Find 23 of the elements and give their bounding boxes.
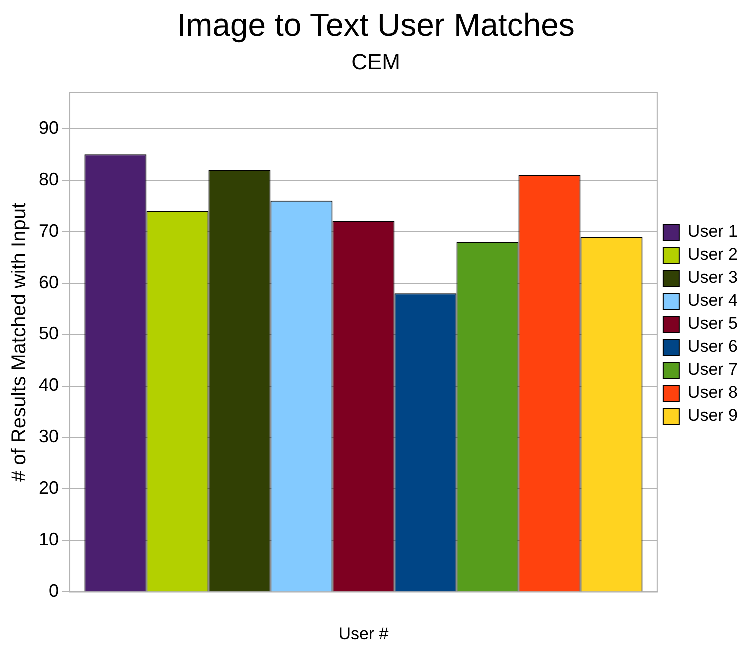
x-axis-title: User # (338, 624, 390, 644)
y-tick-label: 90 (38, 118, 60, 138)
legend-label: User 5 (688, 314, 738, 334)
chart-subtitle: CEM (352, 50, 400, 75)
y-tick-label: 30 (38, 426, 60, 447)
legend-label: User 2 (688, 245, 738, 264)
chart-title: Image to Text User Matches (177, 7, 575, 44)
y-tick-label: 70 (38, 220, 60, 241)
legend-label: User 3 (688, 268, 738, 288)
y-tick-label: 80 (38, 169, 60, 190)
legend-label: User 9 (688, 406, 738, 426)
y-axis-title: # of Results Matched with Input (8, 202, 31, 482)
legend-label: User 8 (688, 383, 738, 402)
legend-label: User 6 (688, 337, 738, 356)
y-tick-label: 20 (38, 478, 60, 498)
y-tick-label: 0 (49, 581, 60, 602)
y-tick-label: 40 (38, 375, 60, 396)
y-tick-label: 10 (38, 530, 60, 550)
legend-label: User 4 (688, 291, 738, 310)
legend-label: User 7 (688, 360, 738, 380)
y-tick-label: 60 (38, 272, 60, 292)
legend-label: User 1 (688, 222, 738, 242)
y-tick-label: 50 (38, 324, 60, 344)
